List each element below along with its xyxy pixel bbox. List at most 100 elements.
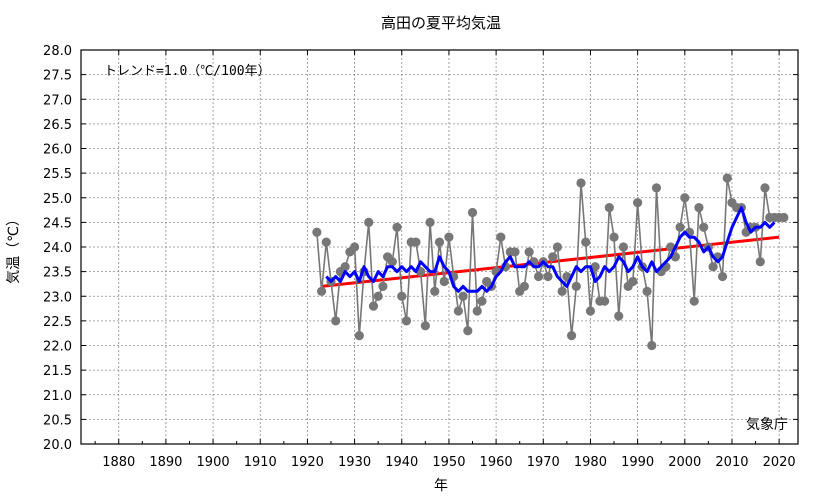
- annual-point: [722, 173, 732, 183]
- annual-point: [651, 183, 662, 193]
- trend-annotation: トレンド=1.0（℃/100年）: [104, 64, 271, 79]
- annual-point: [571, 281, 581, 291]
- y-axis-label: 気温（℃）: [6, 212, 22, 284]
- annual-point: [411, 237, 421, 247]
- x-axis-label: 年: [434, 478, 448, 494]
- x-tick-label: 1910: [244, 455, 277, 470]
- y-tick-label: 21.0: [43, 389, 72, 404]
- annual-point: [779, 212, 789, 223]
- y-tick-label: 20.0: [43, 438, 72, 453]
- annual-point: [331, 316, 341, 326]
- x-tick-label: 1970: [527, 455, 560, 470]
- x-tick-label: 1940: [385, 455, 418, 470]
- y-tick-label: 20.5: [43, 413, 72, 428]
- y-tick-label: 27.5: [43, 69, 72, 84]
- y-tick-label: 26.0: [43, 143, 72, 158]
- x-tick-label: 1890: [149, 455, 182, 470]
- x-tick-label: 1950: [432, 455, 465, 470]
- annual-point: [425, 217, 435, 227]
- annual-point: [378, 281, 388, 291]
- annual-point: [618, 242, 629, 252]
- annual-point: [675, 222, 685, 232]
- annual-point: [524, 247, 534, 257]
- annual-point: [557, 286, 567, 296]
- annual-point: [599, 296, 610, 306]
- x-tick-label: 2000: [668, 455, 701, 470]
- annual-point: [444, 232, 454, 242]
- annual-point: [755, 257, 765, 267]
- x-tick-label: 1960: [480, 455, 513, 470]
- x-tick-label: 1980: [574, 455, 607, 470]
- annual-point: [321, 237, 331, 247]
- annual-point: [581, 237, 591, 247]
- y-tick-label: 24.5: [43, 216, 72, 231]
- annual-point: [699, 222, 709, 232]
- y-tick-label: 23.5: [43, 266, 72, 281]
- y-tick-label: 24.0: [43, 241, 72, 256]
- annual-point: [680, 193, 690, 203]
- annual-point: [604, 203, 614, 213]
- annual-point: [430, 286, 440, 296]
- x-tick-label: 1880: [102, 455, 135, 470]
- annual-point: [519, 281, 530, 291]
- annual-point: [463, 326, 473, 336]
- y-tick-label: 22.0: [43, 340, 72, 355]
- y-tick-label: 23.0: [43, 290, 72, 305]
- annual-point: [477, 296, 487, 306]
- annual-point: [439, 276, 449, 287]
- annual-point: [373, 291, 383, 301]
- y-tick-label: 25.5: [43, 167, 72, 182]
- annual-point: [364, 217, 374, 227]
- annual-point: [609, 232, 619, 242]
- annual-point: [401, 316, 412, 326]
- annual-point: [496, 232, 506, 242]
- annual-point: [387, 257, 397, 267]
- x-tick-label: 2010: [715, 455, 748, 470]
- annual-point: [585, 306, 596, 316]
- y-tick-label: 27.0: [43, 93, 72, 108]
- x-tick-labels: 1880 1890 1900 1910 1920 1930 1940 1950 1960 1970…: [102, 455, 795, 470]
- annual-point: [566, 331, 577, 341]
- y-tick-label: 21.5: [43, 364, 72, 379]
- annual-point: [420, 321, 430, 331]
- annual-point: [760, 183, 770, 193]
- x-tick-label: 1920: [291, 455, 324, 470]
- annual-point: [614, 311, 624, 321]
- annual-point: [458, 291, 468, 301]
- annual-point: [472, 306, 482, 316]
- annual-point: [397, 291, 407, 301]
- annual-point: [642, 286, 652, 296]
- annual-point: [340, 262, 350, 272]
- annual-point: [552, 242, 563, 252]
- annual-point: [708, 262, 718, 272]
- source-credit: 気象庁: [746, 417, 788, 433]
- x-tick-label: 1930: [338, 455, 371, 470]
- annual-point: [368, 301, 379, 311]
- annual-point: [510, 247, 520, 257]
- chart-title: 高田の夏平均気温: [381, 14, 501, 32]
- annual-point: [548, 252, 558, 262]
- annual-point: [316, 286, 327, 296]
- annual-point: [354, 331, 364, 341]
- moving-average-series: [325, 206, 776, 293]
- y-tick-label: 22.5: [43, 315, 72, 330]
- annual-point: [543, 271, 553, 282]
- annual-point: [392, 222, 402, 232]
- annual-point: [590, 262, 600, 272]
- y-tick-labels: 20.0 20.5 21.0 21.5 22.0 22.5 23.0 23.5 24.0 24.5…: [43, 44, 72, 453]
- trend-line-segment: [321, 235, 780, 288]
- x-tick-label: 1990: [621, 455, 654, 470]
- annual-point: [633, 198, 643, 208]
- y-tick-label: 25.0: [43, 192, 72, 207]
- annual-point: [694, 203, 704, 213]
- annual-point: [647, 340, 657, 351]
- trend-line: [321, 235, 780, 288]
- y-tick-label: 28.0: [43, 44, 72, 59]
- annual-point: [628, 276, 638, 287]
- annual-point: [576, 178, 586, 188]
- x-tick-label: 1900: [197, 455, 230, 470]
- annual-point: [434, 237, 445, 247]
- annual-point: [349, 242, 360, 252]
- y-tick-label: 26.5: [43, 118, 72, 133]
